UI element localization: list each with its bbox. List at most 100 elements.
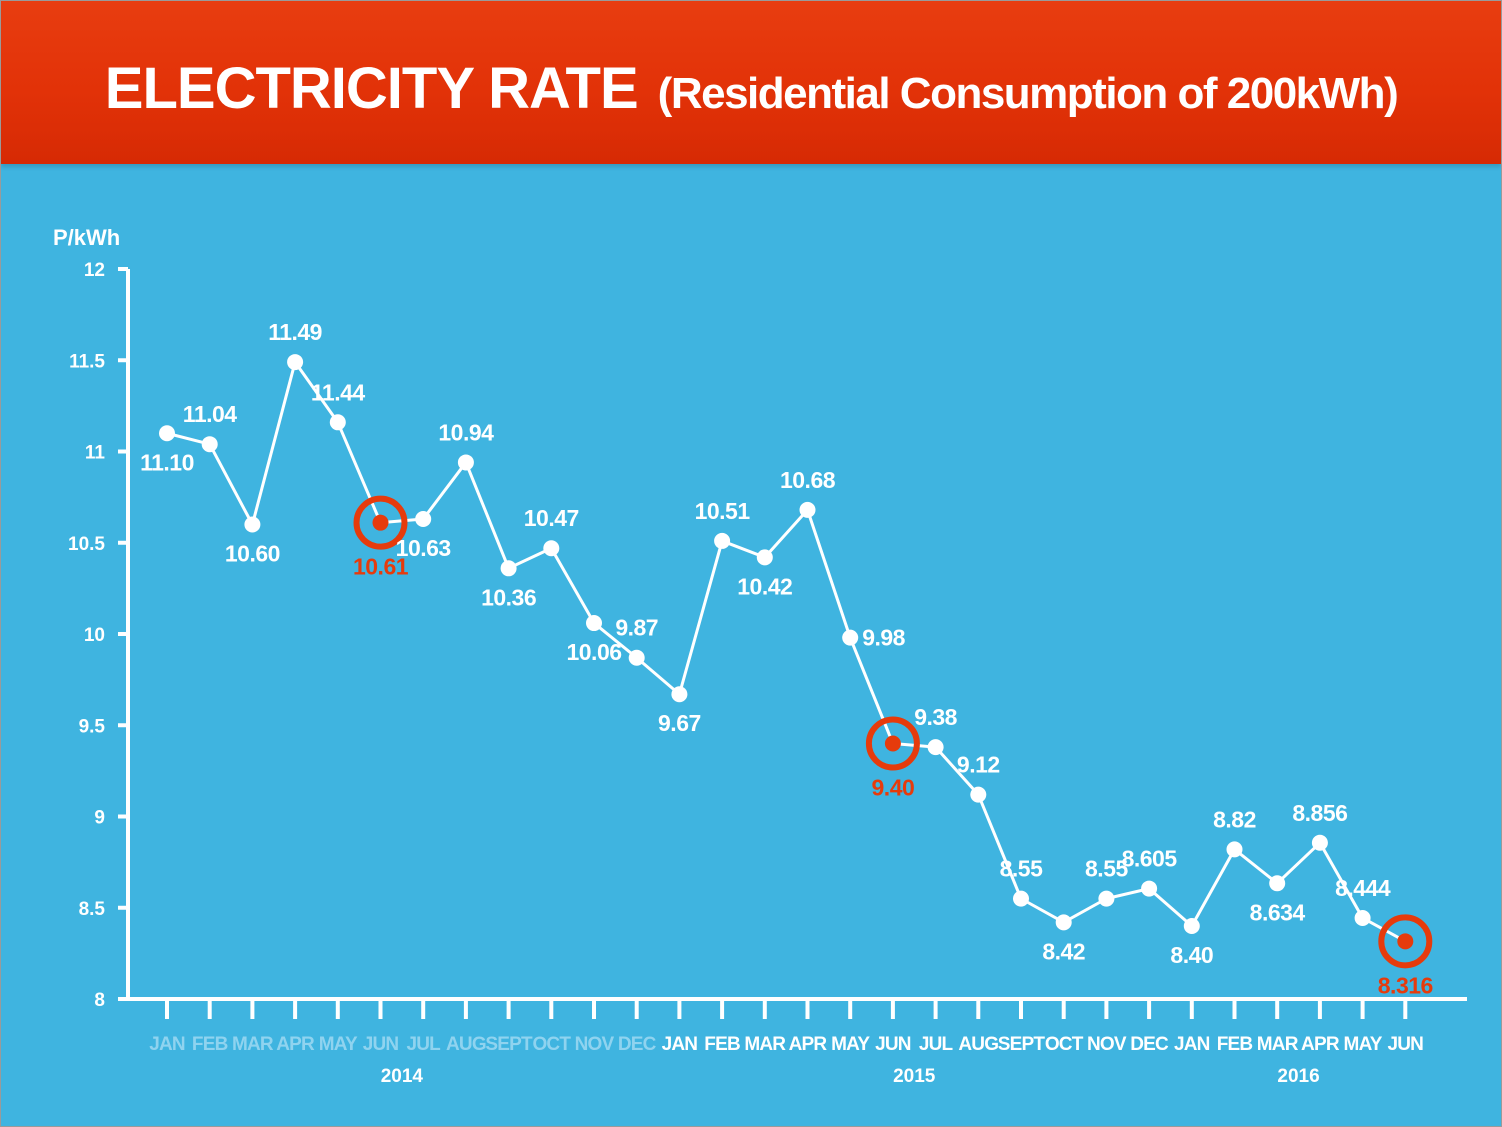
data-label: 9.38 bbox=[914, 704, 957, 730]
data-point bbox=[287, 354, 304, 371]
data-label: 10.94 bbox=[438, 419, 494, 445]
series-line bbox=[166, 360, 1407, 943]
x-tick-label-month: DEC bbox=[618, 1034, 657, 1055]
data-point bbox=[1183, 918, 1200, 934]
chart-title: ELECTRICITY RATE bbox=[104, 56, 639, 121]
x-tick-label-month: NOV bbox=[1087, 1034, 1127, 1055]
x-tick-label-month: FEB bbox=[192, 1034, 228, 1055]
data-point bbox=[1013, 890, 1029, 907]
y-tick-label: 8 bbox=[94, 990, 105, 1011]
y-tick-label: 10.5 bbox=[68, 534, 105, 555]
data-point bbox=[1055, 914, 1072, 931]
x-tick-label-month: APR bbox=[276, 1034, 315, 1055]
data-label: 10.68 bbox=[780, 467, 836, 493]
x-tick-label-month: JUL bbox=[406, 1034, 441, 1055]
data-label: 10.63 bbox=[396, 535, 451, 561]
data-label: 8.55 bbox=[1085, 856, 1128, 882]
x-tick-label-month: JAN bbox=[662, 1034, 698, 1055]
data-label: 9.98 bbox=[862, 625, 905, 651]
x-tick-label-month: APR bbox=[1301, 1034, 1340, 1055]
data-point bbox=[1269, 875, 1286, 892]
y-axis-unit-label: P/kWh bbox=[53, 225, 121, 250]
data-point bbox=[1354, 909, 1371, 926]
x-tick-label-month: JAN bbox=[1174, 1034, 1210, 1055]
data-label: 10.47 bbox=[524, 505, 579, 531]
data-label: 9.67 bbox=[658, 710, 701, 736]
highlight-data-label: 9.40 bbox=[872, 775, 915, 801]
data-label: 10.42 bbox=[737, 573, 792, 599]
x-tick-label-month: OCT bbox=[1045, 1034, 1084, 1055]
data-label: 10.06 bbox=[566, 639, 621, 665]
x-axis-year-label: 2015 bbox=[893, 1066, 936, 1087]
data-point bbox=[671, 686, 688, 703]
x-tick-label-month: FEB bbox=[704, 1034, 740, 1055]
x-tick-label-month: OCT bbox=[532, 1034, 571, 1055]
data-point bbox=[927, 739, 944, 756]
x-tick-label-month: JUN bbox=[875, 1034, 911, 1055]
x-tick-label-month: AUG bbox=[446, 1034, 486, 1055]
data-label: 8.40 bbox=[1170, 942, 1213, 968]
data-label: 11.44 bbox=[311, 379, 365, 405]
x-tick-label-month: AUG bbox=[958, 1034, 998, 1055]
x-tick-label-month: MAR bbox=[1257, 1034, 1299, 1055]
data-point bbox=[970, 786, 987, 803]
title-banner bbox=[1, 1, 1501, 164]
highlight-data-label: 8.316 bbox=[1378, 972, 1433, 998]
y-tick-label: 10 bbox=[84, 625, 105, 646]
highlight-ring-marker bbox=[1378, 914, 1433, 969]
y-tick-label: 11 bbox=[85, 443, 106, 464]
x-tick-label-month: JAN bbox=[149, 1034, 185, 1055]
data-label: 11.04 bbox=[183, 401, 237, 427]
data-label: 8.82 bbox=[1213, 806, 1256, 832]
x-tick-label-month: DEC bbox=[1130, 1034, 1169, 1055]
data-point bbox=[543, 540, 560, 557]
x-tick-label-month: MAR bbox=[232, 1034, 274, 1055]
data-label: 9.12 bbox=[957, 752, 1000, 778]
x-tick-label-month: SEPT bbox=[485, 1034, 533, 1055]
data-point bbox=[457, 454, 474, 471]
data-point bbox=[799, 501, 816, 518]
data-label: 8.605 bbox=[1122, 846, 1178, 872]
highlight-data-point bbox=[884, 735, 901, 752]
x-tick-label-month: FEB bbox=[1217, 1034, 1253, 1055]
x-axis-year-label: 2016 bbox=[1277, 1066, 1319, 1087]
data-label: 11.49 bbox=[268, 319, 322, 345]
data-label: 10.60 bbox=[225, 541, 280, 567]
highlight-data-label: 10.61 bbox=[353, 554, 409, 580]
data-label: 10.51 bbox=[695, 498, 751, 524]
data-point bbox=[586, 615, 602, 632]
x-tick-label-month: MAY bbox=[1344, 1034, 1383, 1055]
data-point bbox=[714, 532, 731, 549]
data-point bbox=[842, 629, 859, 646]
data-label: 10.36 bbox=[481, 584, 536, 610]
data-point bbox=[1226, 841, 1243, 858]
highlight-data-point bbox=[1397, 933, 1414, 950]
data-point bbox=[329, 414, 346, 431]
x-tick-label-month: MAR bbox=[744, 1034, 786, 1055]
data-point bbox=[756, 549, 773, 566]
x-tick-label-month: JUN bbox=[363, 1034, 399, 1055]
data-label: 8.42 bbox=[1042, 938, 1085, 964]
x-tick-label-month: MAY bbox=[831, 1034, 870, 1055]
x-axis-year-label: 2014 bbox=[381, 1066, 424, 1087]
chart-subtitle: (Residential Consumption of 200kWh) bbox=[657, 69, 1399, 118]
y-tick-label: 8.5 bbox=[79, 899, 106, 920]
data-point bbox=[201, 436, 218, 453]
y-tick-label: 12 bbox=[84, 260, 105, 281]
data-label: 8.856 bbox=[1292, 800, 1347, 826]
data-label: 11.10 bbox=[140, 449, 194, 475]
x-tick-label-month: APR bbox=[789, 1034, 828, 1055]
data-label: 8.444 bbox=[1335, 875, 1391, 901]
y-tick-label: 9 bbox=[94, 808, 105, 829]
y-tick-label: 11.5 bbox=[69, 351, 105, 372]
title-row: ELECTRICITY RATE (Residential Consumption… bbox=[1, 1, 1501, 164]
data-point bbox=[1098, 890, 1115, 907]
data-label: 8.634 bbox=[1250, 899, 1306, 925]
x-tick-label-month: JUL bbox=[919, 1034, 954, 1055]
highlight-ring-marker bbox=[865, 716, 920, 771]
data-label: 9.87 bbox=[615, 615, 658, 641]
data-label: 8.55 bbox=[1000, 856, 1043, 882]
highlight-ring-marker bbox=[353, 495, 408, 550]
